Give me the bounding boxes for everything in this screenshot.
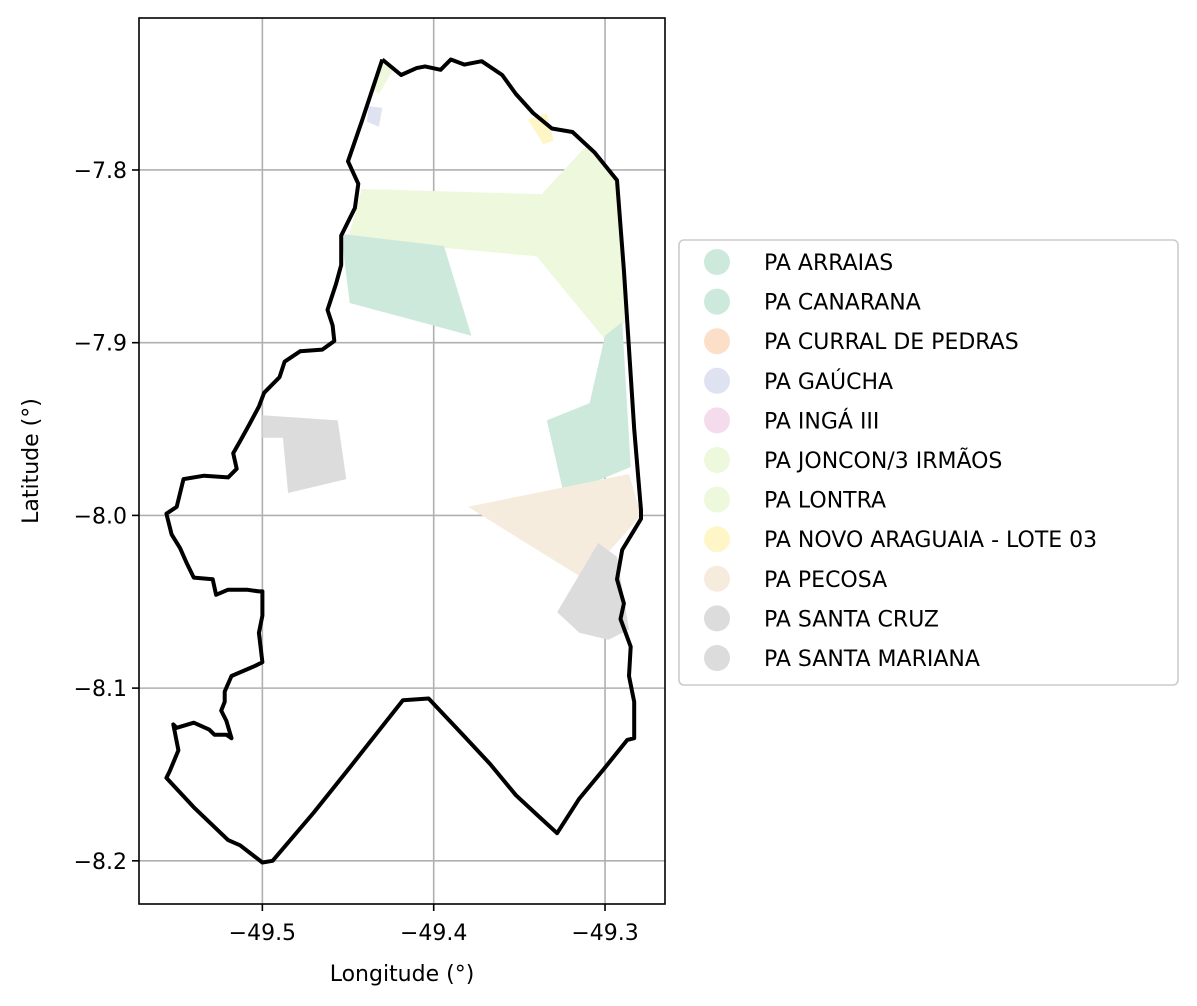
legend-label: PA GAÚCHA <box>764 369 893 395</box>
legend-item: PA SANTA CRUZ <box>704 605 939 632</box>
legend-marker <box>704 367 730 394</box>
legend-marker <box>704 288 730 315</box>
region-pa-arraias <box>341 233 472 336</box>
municipality-boundary <box>164 57 643 865</box>
y-tick-label-0: −7.8 <box>74 159 127 184</box>
legend-marker <box>704 407 730 434</box>
x-tick-label-2: −49.3 <box>571 921 638 946</box>
legend-item: PA PECOSA <box>704 565 887 593</box>
legend-item: PA SANTA MARIANA <box>704 645 980 672</box>
y-axis-ticks: −7.8 −7.9 −8.0 −8.1 −8.2 <box>74 159 139 875</box>
region-pa-santa-mariana <box>557 543 629 640</box>
region-pa-joncon-3-irm-os <box>348 144 626 340</box>
legend-item: PA GAÚCHA <box>704 367 893 395</box>
region-pa-lontra <box>370 61 395 94</box>
legend-item: PA LONTRA <box>704 486 886 514</box>
legend-label: PA CURRAL DE PEDRAS <box>764 330 1019 355</box>
legend-marker <box>704 328 730 355</box>
y-tick-label-4: −8.2 <box>74 850 127 875</box>
legend-item: PA CANARANA <box>704 288 921 316</box>
legend-frame <box>678 239 1179 686</box>
legend-marker <box>704 447 730 473</box>
y-tick-label-3: −8.1 <box>74 677 127 702</box>
y-tick-label-1: −7.9 <box>74 332 127 357</box>
legend-marker <box>704 565 730 592</box>
region-pa-novo-araguaia-lote-03 <box>527 113 554 145</box>
legend-label: PA LONTRA <box>764 489 886 514</box>
x-axis-label: Longitude (°) <box>330 962 475 987</box>
legend-item: PA INGÁ III <box>704 407 879 434</box>
legend-marker <box>704 486 730 513</box>
legend-item: PA CURRAL DE PEDRAS <box>704 328 1019 355</box>
legend-item: PA ARRAIAS <box>704 249 893 276</box>
region-pa-santa-cruz <box>262 415 347 493</box>
legend-marker <box>704 526 730 553</box>
legend-item: PA NOVO ARAGUAIA - LOTE 03 <box>704 526 1097 553</box>
x-tick-label-0: −49.5 <box>229 921 296 946</box>
legend-marker <box>704 645 730 671</box>
legend-label: PA SANTA MARIANA <box>764 647 980 672</box>
legend-label: PA PECOSA <box>764 568 887 593</box>
legend-label: PA SANTA CRUZ <box>764 607 939 632</box>
y-tick-label-2: −8.0 <box>74 504 127 529</box>
legend-label: PA JONCON/3 IRMÃOS <box>764 447 1002 474</box>
settlement-regions <box>262 61 641 640</box>
region-pa-canarana <box>546 322 631 495</box>
x-tick-label-1: −49.4 <box>400 921 467 946</box>
region-pa-ga-cha <box>366 106 383 127</box>
legend: PA ARRAIAS PA CANARANA PA CURRAL DE PEDRAS… <box>678 239 1179 686</box>
axes-frame <box>138 17 666 905</box>
legend-label: PA INGÁ III <box>764 408 879 434</box>
legend-label: PA ARRAIAS <box>764 251 893 276</box>
legend-item: PA JONCON/3 IRMÃOS <box>704 447 1002 474</box>
legend-marker <box>704 605 730 632</box>
boundary-line <box>164 57 643 865</box>
legend-label: PA NOVO ARAGUAIA - LOTE 03 <box>764 528 1097 553</box>
legend-marker <box>704 249 730 275</box>
x-axis-ticks: −49.5 −49.4 −49.3 <box>229 904 639 946</box>
y-axis-label: Latitude (°) <box>19 398 44 524</box>
legend-label: PA CANARANA <box>764 291 921 316</box>
